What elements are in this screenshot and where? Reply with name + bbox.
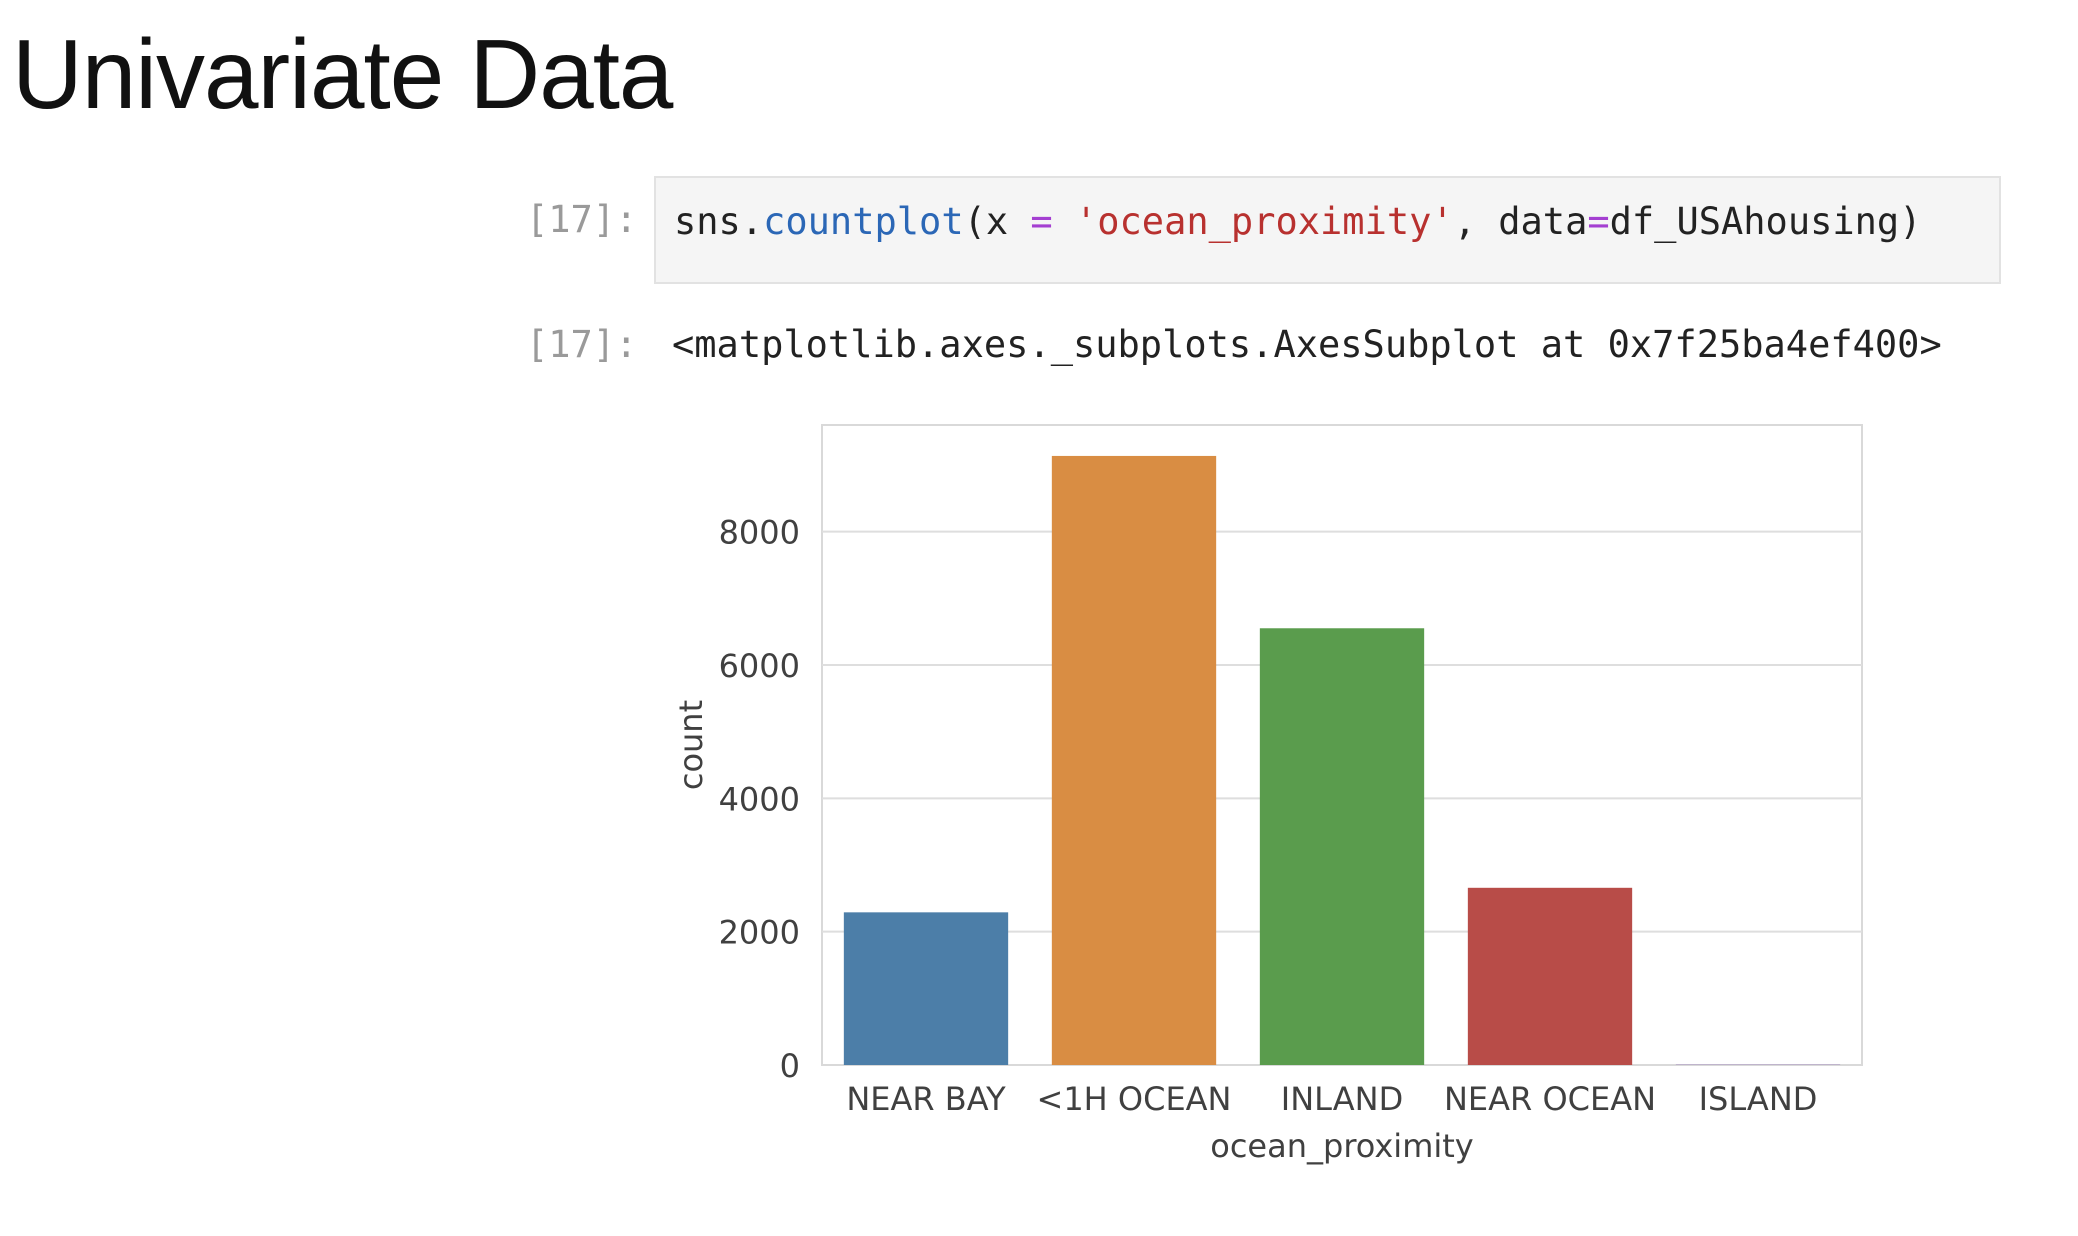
code-args-c: , data: [1453, 200, 1588, 243]
output-prompt: [17]:: [526, 323, 638, 366]
y-tick-label: 6000: [719, 647, 800, 685]
code-args-b: [1053, 200, 1075, 243]
y-tick-label: 0: [780, 1047, 800, 1085]
code-args-a: (x: [963, 200, 1031, 243]
x-tick-label: INLAND: [1281, 1080, 1403, 1118]
x-axis-label: ocean_proximity: [1210, 1127, 1473, 1165]
bar-near-ocean: [1467, 887, 1633, 1065]
y-tick-label: 8000: [719, 514, 800, 552]
code-string: 'ocean_proximity': [1074, 200, 1454, 243]
y-axis-label: count: [672, 700, 710, 790]
code-module: sns.: [674, 200, 764, 243]
bar-1h-ocean: [1051, 455, 1217, 1065]
x-tick-label: NEAR BAY: [846, 1080, 1006, 1118]
code-line[interactable]: sns.countplot(x = 'ocean_proximity', dat…: [674, 200, 1922, 243]
x-tick-label: NEAR OCEAN: [1444, 1080, 1656, 1118]
x-tick-label: ISLAND: [1699, 1080, 1818, 1118]
output-repr: <matplotlib.axes._subplots.AxesSubplot a…: [672, 323, 1942, 366]
slide-title: Univariate Data: [12, 19, 673, 129]
code-cell[interactable]: sns.countplot(x = 'ocean_proximity', dat…: [654, 176, 2001, 284]
code-operator-2: =: [1587, 200, 1610, 243]
code-args-d: df_USAhousing): [1609, 200, 1922, 243]
bar-near-bay: [843, 912, 1009, 1065]
code-function: countplot: [763, 200, 964, 243]
y-tick-label: 2000: [719, 914, 800, 952]
x-tick-label: <1H OCEAN: [1037, 1080, 1232, 1118]
y-tick-label: 4000: [719, 780, 800, 818]
countplot-chart: 0 2000 4000 6000 8000 NEAR BAY <1H OCEAN INLAND…: [672, 424, 1863, 1165]
code-operator-1: =: [1030, 200, 1053, 243]
bar-inland: [1259, 628, 1425, 1065]
input-prompt: [17]:: [526, 198, 638, 241]
